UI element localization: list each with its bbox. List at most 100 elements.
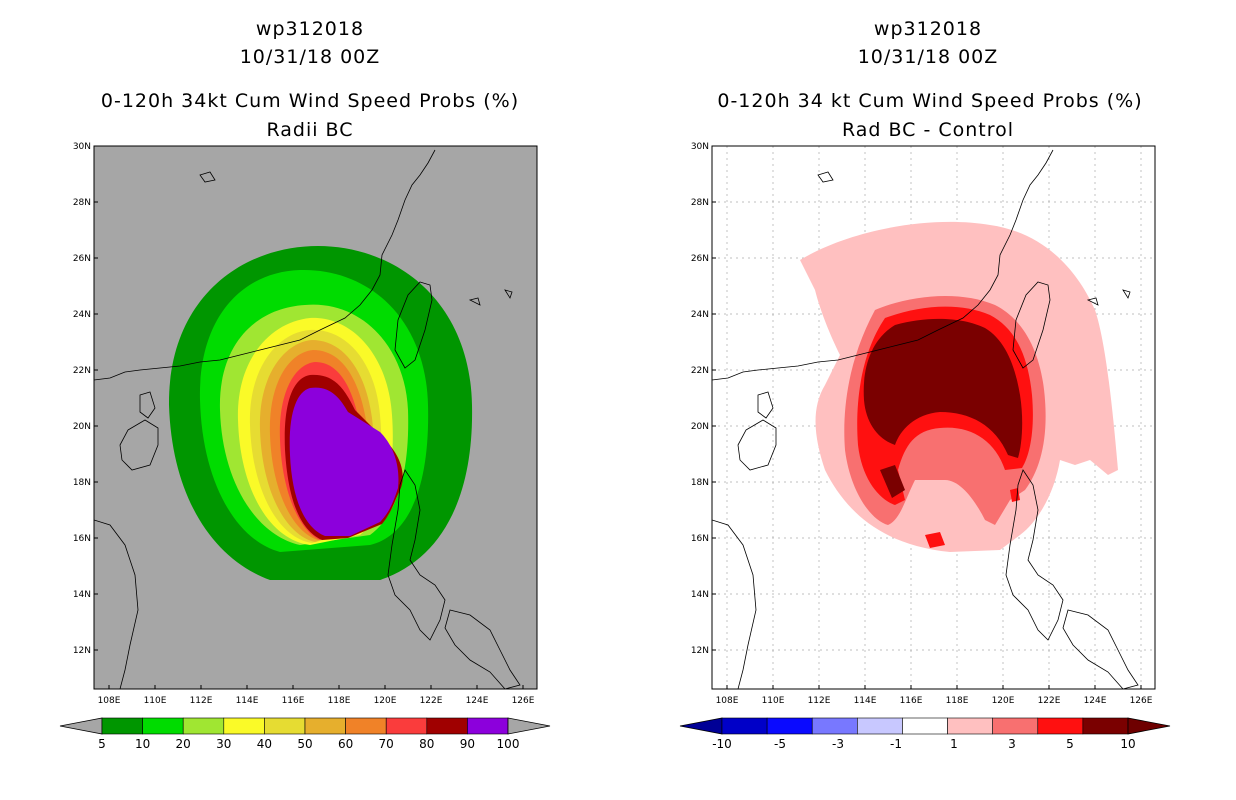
lat-label-28N: 28N xyxy=(73,198,91,208)
lat-label-18N: 18N xyxy=(691,478,709,488)
left-lon-labels: 108E 110E 112E 114E 116E 118E 120E 122E 124E 126E xyxy=(98,685,535,706)
lon-label-110E: 110E xyxy=(762,696,785,706)
lon-label-108E: 108E xyxy=(98,696,121,706)
lat-label-26N: 26N xyxy=(691,254,709,264)
lon-label-120E: 120E xyxy=(992,696,1015,706)
right-colorbar-swatch xyxy=(857,717,903,735)
right-colorbar-label: 3 xyxy=(1008,737,1016,751)
right-colorbar-swatch xyxy=(766,717,813,735)
right-colorbar-label: -3 xyxy=(832,737,844,751)
left-colorbar-swatch xyxy=(467,717,509,735)
lon-label-124E: 124E xyxy=(1084,696,1107,706)
lat-label-30N: 30N xyxy=(691,142,709,152)
left-colorbar-label: 30 xyxy=(216,737,231,751)
lat-label-26N: 26N xyxy=(73,254,91,264)
left-coast-china xyxy=(94,149,436,381)
left-coast-taiwan xyxy=(394,281,433,369)
right-colorbar-swatch xyxy=(1037,717,1084,735)
lon-label-120E: 120E xyxy=(374,696,397,706)
left-title-product: 0-120h 34kt Cum Wind Speed Probs (%) xyxy=(100,90,520,112)
right-difference-contours xyxy=(800,221,1118,552)
left-map-frame xyxy=(93,145,538,690)
lon-label-124E: 124E xyxy=(466,696,489,706)
left-colorbar-label: 50 xyxy=(297,737,312,751)
lat-label-30N: 30N xyxy=(73,142,91,152)
right-coastlines xyxy=(712,149,1139,689)
left-colorbar-label: 90 xyxy=(460,737,475,751)
left-colorbar-label: 60 xyxy=(338,737,353,751)
left-colorbar-swatch xyxy=(264,717,306,735)
lon-label-116E: 116E xyxy=(900,696,923,706)
lat-label-28N: 28N xyxy=(691,198,709,208)
lon-label-118E: 118E xyxy=(328,696,351,706)
right-lat-labels: 30N 28N 26N 24N 22N 20N 18N 16N 14N 12N xyxy=(691,142,716,656)
right-colorbar-right-arrow xyxy=(1127,717,1171,735)
left-title-subtitle: Radii BC xyxy=(266,119,354,141)
lon-label-122E: 122E xyxy=(420,696,443,706)
right-title-date: 10/31/18 00Z xyxy=(857,46,999,68)
right-title-subtitle: Rad BC - Control xyxy=(841,119,1015,141)
right-coast-vietnam xyxy=(712,519,757,689)
right-colorbar-label: 5 xyxy=(1066,737,1074,751)
right-contour-10 xyxy=(863,318,1023,458)
left-title-storm: wp312018 xyxy=(255,18,365,40)
right-coast-visayas xyxy=(1062,609,1139,689)
left-colorbar-swatch xyxy=(345,717,387,735)
lat-label-12N: 12N xyxy=(73,646,91,656)
left-colorbar-label: 80 xyxy=(419,737,434,751)
right-coast-china xyxy=(712,149,1054,381)
lat-label-24N: 24N xyxy=(691,310,709,320)
left-coast-vietnam xyxy=(94,519,139,689)
right-coast-leizhou xyxy=(757,391,774,419)
lat-label-18N: 18N xyxy=(73,478,91,488)
left-colorbar-label: 70 xyxy=(379,737,394,751)
lat-label-20N: 20N xyxy=(691,422,709,432)
lon-label-116E: 116E xyxy=(282,696,305,706)
right-coast-islands xyxy=(817,171,1131,306)
left-contour-90 xyxy=(289,387,399,536)
left-colorbar-swatch xyxy=(101,717,143,735)
left-colorbar-swatch xyxy=(426,717,468,735)
right-contour-10-small xyxy=(880,465,905,498)
lat-label-16N: 16N xyxy=(691,534,709,544)
right-colorbar-swatch xyxy=(947,717,993,735)
left-coastlines xyxy=(94,149,521,689)
right-colorbar-swatch xyxy=(811,717,858,735)
lon-label-112E: 112E xyxy=(190,696,213,706)
left-coast-islands xyxy=(199,171,513,306)
lat-label-12N: 12N xyxy=(691,646,709,656)
lat-label-20N: 20N xyxy=(73,422,91,432)
lon-label-114E: 114E xyxy=(854,696,877,706)
left-colorbar-label: 10 xyxy=(135,737,150,751)
left-coast-visayas xyxy=(444,609,521,689)
right-colorbar: -10 -5 -3 -1 1 3 5 10 xyxy=(679,717,1171,751)
right-colorbar-label: -10 xyxy=(712,737,732,751)
left-coast-hainan xyxy=(119,419,159,471)
lat-label-14N: 14N xyxy=(73,590,91,600)
left-colorbar: 5 10 20 30 40 50 60 70 80 90 100 xyxy=(59,717,551,751)
left-colorbar-swatch xyxy=(142,717,184,735)
right-colorbar-swatch xyxy=(1082,717,1129,735)
lat-label-22N: 22N xyxy=(73,366,91,376)
lat-label-24N: 24N xyxy=(73,310,91,320)
right-contour-5-small xyxy=(925,488,1020,548)
right-colorbar-left-arrow xyxy=(679,717,723,735)
lon-label-122E: 122E xyxy=(1038,696,1061,706)
lon-label-126E: 126E xyxy=(512,696,535,706)
left-colorbar-label: 40 xyxy=(257,737,272,751)
right-title-storm: wp312018 xyxy=(873,18,983,40)
left-probability-contours xyxy=(168,246,473,580)
lat-label-16N: 16N xyxy=(73,534,91,544)
right-coast-hainan xyxy=(737,419,777,471)
left-coast-luzon xyxy=(387,469,446,641)
right-coast-luzon xyxy=(1005,469,1064,641)
left-colorbar-label: 5 xyxy=(98,737,106,751)
lon-label-114E: 114E xyxy=(236,696,259,706)
left-colorbar-left-arrow xyxy=(59,717,103,735)
left-colorbar-swatch xyxy=(223,717,265,735)
right-colorbar-swatch xyxy=(992,717,1039,735)
left-coast-leizhou xyxy=(139,391,156,419)
right-colorbar-label: -5 xyxy=(774,737,786,751)
